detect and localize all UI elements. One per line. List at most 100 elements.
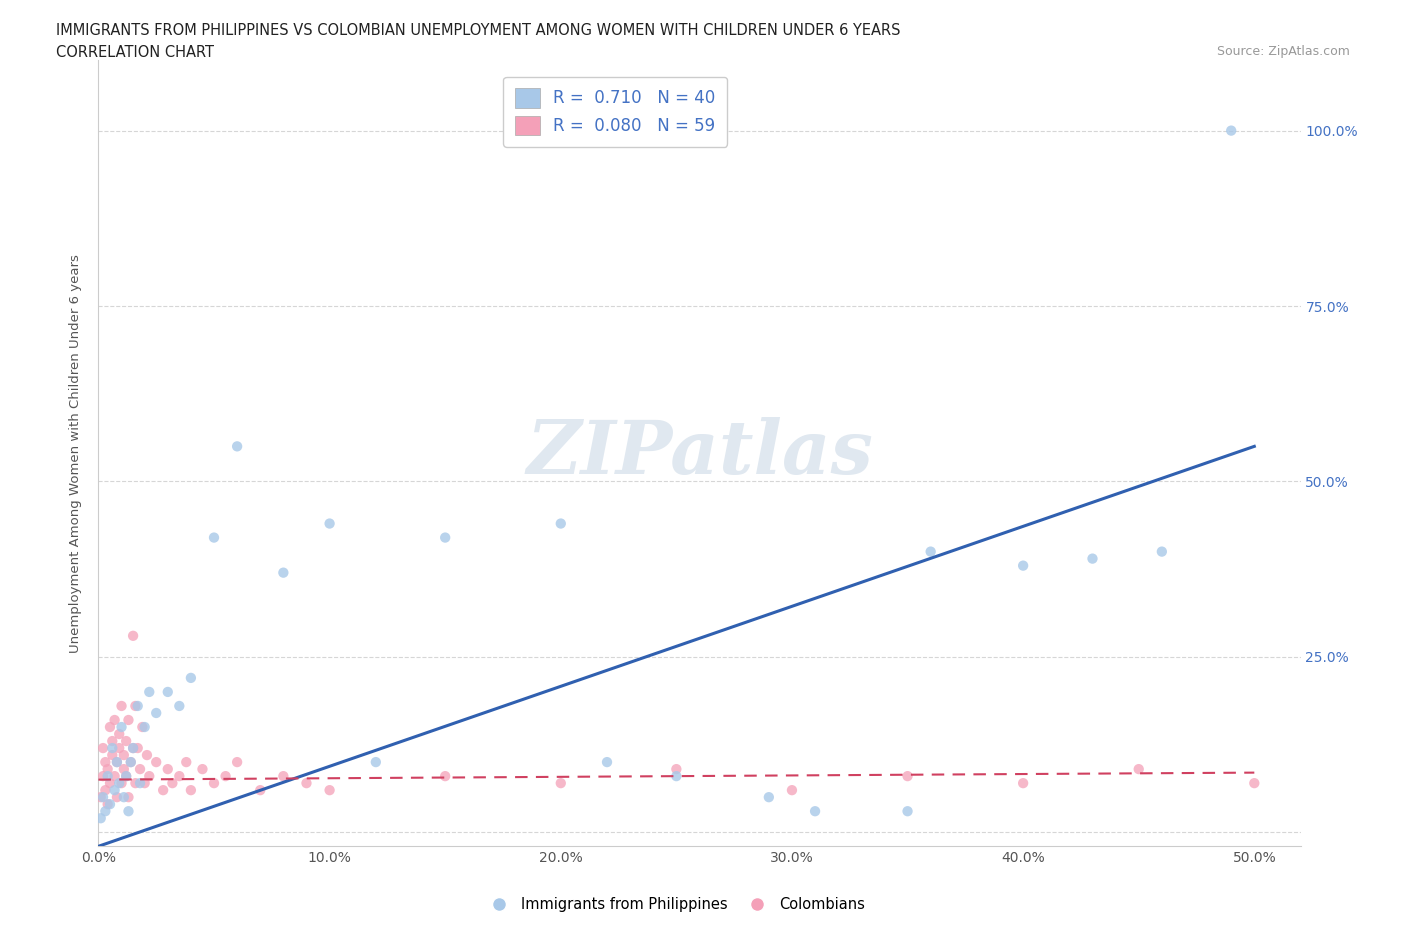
Text: IMMIGRANTS FROM PHILIPPINES VS COLOMBIAN UNEMPLOYMENT AMONG WOMEN WITH CHILDREN : IMMIGRANTS FROM PHILIPPINES VS COLOMBIAN… [56,23,901,38]
Text: Source: ZipAtlas.com: Source: ZipAtlas.com [1216,45,1350,58]
Point [98,720,121,735]
Point [665,762,688,777]
Point [1081,551,1104,566]
Point [122,740,145,755]
Point [596,754,619,769]
Point [112,748,135,763]
Point [112,790,135,804]
Point [104,769,127,784]
Point [665,769,688,784]
Point [226,439,249,454]
Point [1128,762,1150,777]
Point [115,769,138,784]
Point [120,754,142,769]
Point [318,516,340,531]
Point [134,720,156,735]
Point [214,769,236,784]
Point [169,769,191,784]
Point [110,776,132,790]
Point [273,769,295,784]
Point [105,754,128,769]
Point [108,726,131,741]
Point [110,698,132,713]
Point [91,769,114,784]
Point [94,804,117,818]
Point [273,565,295,580]
Point [98,776,121,790]
Point [101,748,124,763]
Point [1012,776,1035,790]
Point [1243,776,1265,790]
Point [804,804,827,818]
Point [120,754,142,769]
Point [156,684,179,699]
Point [94,783,117,798]
Point [105,790,128,804]
Point [162,776,184,790]
Point [180,671,202,685]
Point [138,684,160,699]
Point [174,754,197,769]
Point [127,698,149,713]
Point [169,698,191,713]
Point [112,762,135,777]
Point [152,783,174,798]
Point [91,740,114,755]
Point [1220,123,1243,138]
Point [249,783,271,798]
Legend: Immigrants from Philippines, Colombians: Immigrants from Philippines, Colombians [479,891,870,918]
Point [131,720,153,735]
Y-axis label: Unemployment Among Women with Children Under 6 years: Unemployment Among Women with Children U… [69,254,83,653]
Point [180,783,202,798]
Point [434,530,457,545]
Point [129,776,152,790]
Point [124,776,146,790]
Point [145,706,167,721]
Point [295,776,318,790]
Point [98,797,121,812]
Point [434,769,457,784]
Point [896,769,918,784]
Point [108,776,131,790]
Point [1150,544,1173,559]
Point [122,629,145,644]
Point [758,790,780,804]
Point [920,544,942,559]
Point [202,776,225,790]
Point [1012,558,1035,573]
Point [364,754,387,769]
Point [117,712,139,727]
Point [145,754,167,769]
Point [202,530,225,545]
Point [122,740,145,755]
Text: CORRELATION CHART: CORRELATION CHART [56,45,214,60]
Point [127,740,149,755]
Point [129,762,152,777]
Point [115,734,138,749]
Point [550,516,572,531]
Point [896,804,918,818]
Point [780,783,803,798]
Point [104,783,127,798]
Point [117,804,139,818]
Text: ZIPatlas: ZIPatlas [526,418,873,489]
Point [108,740,131,755]
Point [156,762,179,777]
Point [138,769,160,784]
Point [124,698,146,713]
Point [101,740,124,755]
Point [104,712,127,727]
Point [90,790,112,804]
Point [94,754,117,769]
Point [318,783,340,798]
Point [550,776,572,790]
Point [97,762,120,777]
Point [115,769,138,784]
Point [226,754,249,769]
Point [136,748,159,763]
Point [97,769,120,784]
Point [134,776,156,790]
Point [117,790,139,804]
Legend: R =  0.710   N = 40, R =  0.080   N = 59: R = 0.710 N = 40, R = 0.080 N = 59 [503,76,727,147]
Point [105,754,128,769]
